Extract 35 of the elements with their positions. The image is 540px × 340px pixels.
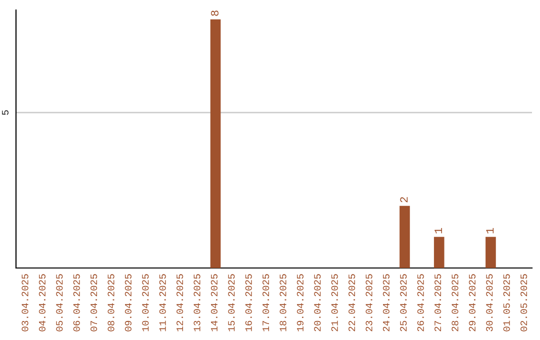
x-tick-label: 08.04.2025 (108, 274, 114, 332)
x-tick-label: 01.05.2025 (503, 274, 510, 332)
data-label: 2 (400, 197, 408, 202)
x-tick-label: 19.04.2025 (296, 274, 304, 332)
x-tick-label: 07.04.2025 (90, 274, 98, 332)
x-tick-label: 04.04.2025 (38, 274, 46, 332)
x-tick-label: 03.04.2025 (22, 274, 28, 332)
data-label: 8 (210, 10, 219, 16)
x-tick-label: 12.04.2025 (176, 274, 184, 332)
data-label: 1 (434, 228, 442, 234)
x-tick-label: 28.04.2025 (452, 274, 458, 332)
y-tick-label: 5 (2, 110, 9, 115)
x-tick-label: 11.04.2025 (159, 274, 166, 332)
x-tick-label: 20.04.2025 (314, 274, 321, 332)
x-tick-label: 18.04.2025 (280, 274, 286, 332)
x-tick-label: 15.04.2025 (228, 274, 235, 332)
data-label: 1 (486, 228, 494, 234)
x-tick-label: 13.04.2025 (194, 274, 200, 332)
x-tick-label: 10.04.2025 (142, 274, 149, 332)
x-tick-label: 24.04.2025 (382, 274, 390, 332)
x-tick-label: 05.04.2025 (56, 274, 63, 332)
x-tick-label: 23.04.2025 (366, 274, 372, 332)
x-tick-label: 09.04.2025 (124, 274, 132, 332)
x-tick-label: 30.04.2025 (486, 274, 493, 332)
x-tick-label: 17.04.2025 (262, 274, 270, 332)
x-tick-label: 29.04.2025 (468, 274, 476, 332)
x-tick-label: 14.04.2025 (210, 274, 218, 332)
x-tick-label: 16.04.2025 (245, 274, 252, 332)
x-tick-label: 27.04.2025 (434, 274, 442, 332)
x-tick-label: 25.04.2025 (400, 274, 407, 332)
x-tick-label: 21.04.2025 (331, 274, 338, 332)
x-tick-label: 06.04.2025 (73, 274, 80, 332)
x-tick-label: 02.05.2025 (520, 274, 528, 332)
x-tick-label: 22.04.2025 (348, 274, 356, 332)
x-tick-label: 26.04.2025 (417, 274, 424, 332)
